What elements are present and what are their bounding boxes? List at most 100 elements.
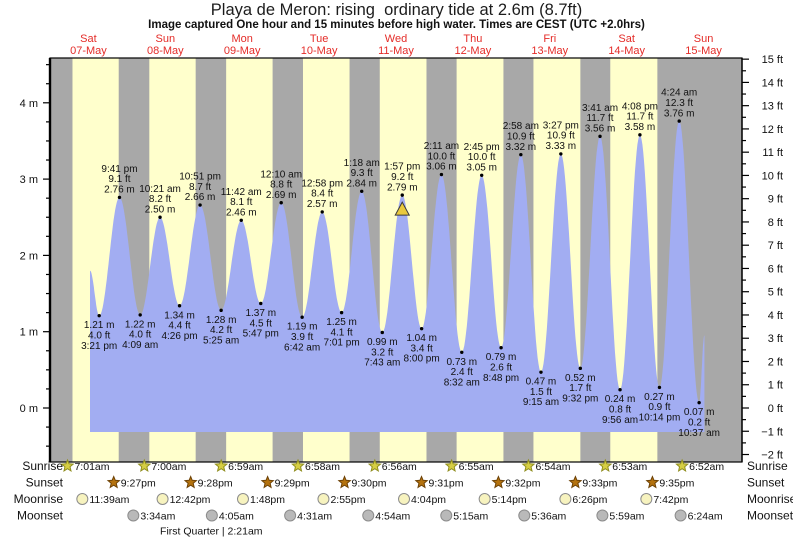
moonset-time: 5:36am — [531, 511, 566, 523]
row-label-sunset: Sunset — [26, 476, 64, 490]
low-tide-label: 0.24 m — [605, 394, 636, 405]
high-tide-label: 3.05 m — [466, 162, 497, 173]
low-tide-label: 1.5 ft — [530, 387, 552, 398]
moonset-time: 5:59am — [609, 511, 644, 523]
moonrise-time: 6:26pm — [572, 494, 607, 506]
low-tide-label: 0.52 m — [565, 373, 596, 384]
low-tide-label: 8:32 am — [444, 377, 480, 388]
right-axis-label: 0 ft — [768, 403, 783, 415]
moonrise-time: 12:42pm — [170, 494, 211, 506]
moonrise-time: 5:14pm — [492, 494, 527, 506]
moonset-time: 4:05am — [219, 511, 254, 523]
sunrise-star-icon — [137, 458, 152, 472]
high-tide-label: 10.0 ft — [428, 151, 456, 162]
day-label-dow: Sat — [80, 33, 97, 45]
tide-point-dot — [320, 210, 324, 214]
moonset-disc-icon — [440, 509, 453, 522]
row-label-moonset-right: Moonset — [747, 509, 793, 523]
low-tide-label: 8:00 pm — [404, 354, 440, 365]
tide-point-dot — [439, 172, 444, 177]
right-axis-label: 6 ft — [768, 263, 783, 275]
right-axis-label: 3 ft — [768, 333, 783, 345]
high-tide-label: 2:45 pm — [464, 142, 500, 153]
tide-point-dot — [578, 366, 583, 371]
day-label-date: 09-May — [224, 45, 261, 57]
right-axis-label: 9 ft — [768, 194, 783, 206]
right-axis-label: 7 ft — [768, 240, 783, 252]
day-label-date: 11-May — [378, 45, 414, 57]
high-tide-label: 4:24 am — [661, 88, 697, 99]
high-tide-label: 2.66 m — [185, 192, 216, 203]
right-axis-label: 15 ft — [762, 54, 783, 66]
sunrise-time: 6:52am — [689, 461, 724, 473]
sunrise-star-icon — [521, 458, 536, 472]
high-tide-label: 10:21 am — [139, 184, 181, 195]
right-axis-label: 10 ft — [762, 170, 783, 182]
high-tide-label: 3:41 am — [582, 103, 618, 114]
high-tide-label: 3:27 pm — [543, 120, 579, 131]
day-label-date: 10-May — [301, 45, 338, 57]
day-label-date: 12-May — [455, 45, 492, 57]
moonrise-disc-icon — [559, 493, 572, 505]
right-axis-label: 14 ft — [762, 77, 783, 89]
high-tide-label: 8.1 ft — [230, 197, 252, 208]
day-label-date: 13-May — [531, 45, 568, 57]
high-tide-label: 3.76 m — [664, 108, 695, 119]
low-tide-label: 0.07 m — [684, 407, 715, 418]
low-tide-label: 9:56 am — [602, 415, 638, 426]
low-tide-label: 0.8 ft — [609, 404, 631, 415]
high-tide-label: 10.0 ft — [468, 152, 496, 163]
sunset-star-icon — [568, 475, 583, 489]
row-label-moonrise-right: Moonrise — [747, 492, 793, 506]
low-tide-label: 6:42 am — [284, 342, 320, 353]
tide-point-dot — [657, 385, 662, 390]
tide-point-dot — [539, 370, 543, 374]
low-tide-label: 4:26 pm — [161, 331, 197, 342]
moonset-time: 3:34am — [140, 511, 175, 523]
tide-point-dot — [419, 326, 424, 331]
sunset-time: 9:29pm — [275, 478, 310, 490]
left-axis-label: 0 m — [20, 403, 38, 415]
high-tide-label: 12:58 pm — [301, 178, 343, 189]
sunset-star-icon — [337, 475, 352, 489]
high-tide-label: 2:11 am — [424, 141, 459, 152]
moonrise-disc-icon — [317, 493, 330, 505]
moonset-time: 4:54am — [375, 511, 410, 523]
tide-point-dot — [239, 218, 243, 223]
low-tide-label: 0.47 m — [526, 377, 557, 388]
left-axis-label: 3 m — [20, 174, 38, 186]
sunrise-star-icon — [60, 458, 75, 472]
high-tide-label: 3.32 m — [506, 142, 537, 153]
low-tide-label: 4.1 ft — [330, 327, 352, 338]
sunrise-time: 6:53am — [612, 461, 647, 473]
moonrise-disc-icon — [398, 493, 411, 505]
high-tide-label: 2.76 m — [104, 185, 135, 196]
low-tide-label: 1.04 m — [406, 333, 437, 344]
moonset-time: 5:15am — [453, 511, 488, 523]
tide-point-dot — [598, 134, 602, 139]
high-tide-label: 2.84 m — [346, 179, 377, 190]
sunset-time: 9:33pm — [582, 478, 617, 490]
sunrise-time: 6:56am — [382, 461, 417, 473]
low-tide-label: 5:25 am — [203, 335, 239, 346]
right-axis-label: 5 ft — [768, 287, 783, 299]
moonset-disc-icon — [596, 509, 609, 522]
sunset-time: 9:35pm — [659, 478, 694, 490]
low-tide-label: 9:32 pm — [562, 393, 598, 404]
day-label-date: 07-May — [70, 45, 107, 57]
day-label-dow: Sun — [156, 33, 176, 45]
high-tide-label: 10:51 pm — [179, 172, 221, 183]
high-tide-label: 8.4 ft — [311, 189, 333, 200]
low-tide-label: 7:43 am — [364, 358, 400, 369]
low-tide-label: 3.4 ft — [411, 343, 433, 354]
day-label-dow: Mon — [232, 33, 253, 45]
high-tide-label: 11.7 ft — [586, 113, 613, 124]
tide-point-dot — [677, 119, 681, 123]
row-label-moonrise: Moonrise — [14, 492, 64, 506]
moonrise-disc-icon — [640, 493, 653, 505]
high-tide-label: 2.57 m — [307, 199, 338, 210]
right-axis-label: 1 ft — [768, 380, 783, 392]
sunset-time: 9:32pm — [505, 478, 540, 490]
right-axis-label: 13 ft — [762, 101, 783, 113]
